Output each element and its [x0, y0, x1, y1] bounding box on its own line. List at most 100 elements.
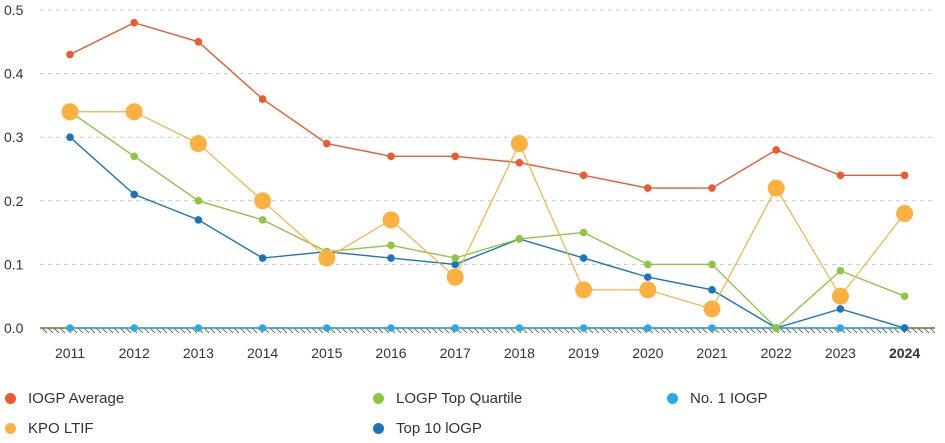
data-point	[896, 205, 914, 223]
y-tick-label: 0.3	[4, 129, 24, 145]
data-point	[387, 254, 395, 262]
x-tick-label: 2018	[504, 345, 535, 361]
y-tick-label: 0.5	[4, 2, 24, 18]
data-point	[387, 324, 395, 332]
x-tick-label: 2016	[375, 345, 406, 361]
data-point	[708, 184, 716, 192]
data-point	[387, 152, 395, 161]
x-tick-label: 2020	[632, 345, 663, 361]
data-point	[254, 192, 272, 210]
series-top-10-logp	[66, 133, 909, 332]
data-point	[515, 324, 524, 332]
data-point	[258, 216, 267, 224]
data-point	[708, 260, 716, 269]
data-point	[318, 249, 336, 267]
data-point	[258, 254, 267, 262]
data-point	[130, 190, 138, 199]
data-point	[323, 324, 331, 332]
data-point	[703, 300, 721, 318]
data-point	[323, 139, 331, 148]
data-point	[900, 292, 909, 301]
data-point	[189, 135, 207, 153]
data-point	[194, 216, 203, 224]
legend-item-kpo-ltif: KPO LTIF	[5, 420, 94, 437]
line-chart: 0.0 0.1 0.2 0.3 0.4 0.5 2011 2012 2013 2014 2015 2…	[4, 2, 936, 361]
y-axis: 0.0 0.1 0.2 0.3 0.4 0.5	[4, 2, 24, 336]
legend-label: Top 10 lOGP	[396, 420, 482, 437]
data-point	[772, 146, 780, 154]
data-point	[708, 286, 716, 294]
legend-item-top-10: Top 10 lOGP	[373, 420, 482, 437]
x-axis-baseline	[40, 327, 936, 334]
data-point	[515, 158, 524, 167]
data-point	[125, 103, 143, 121]
data-point	[451, 324, 460, 332]
data-point	[515, 235, 524, 243]
y-tick-label: 0.1	[4, 256, 24, 272]
x-tick-label: 2012	[119, 345, 150, 361]
data-point	[767, 179, 785, 197]
data-point	[708, 324, 716, 332]
data-point	[258, 324, 267, 332]
series-kpo-ltif	[61, 103, 914, 318]
series-logp-top-quartile	[66, 107, 909, 332]
x-tick-label: 2014	[247, 345, 278, 361]
legend: IOGP Average KPO LTIF LOGP Top Quartile …	[0, 380, 945, 440]
data-point	[639, 281, 657, 299]
x-axis: 2011 2012 2013 2014 2015 2016 2017 2018 2019 2020…	[55, 345, 920, 361]
data-point	[194, 324, 203, 332]
legend-swatch	[5, 423, 16, 434]
x-tick-label: 2024	[889, 345, 920, 361]
data-point	[451, 152, 460, 161]
legend-item-no1-iogp: No. 1 IOGP	[667, 390, 768, 407]
data-point	[644, 184, 652, 192]
data-point	[579, 171, 588, 180]
data-point	[579, 228, 588, 237]
data-point	[66, 50, 74, 59]
y-tick-label: 0.4	[4, 66, 24, 82]
data-point	[194, 197, 203, 205]
data-point	[194, 38, 203, 46]
series-line	[69, 111, 905, 329]
data-point	[575, 281, 593, 299]
data-point	[258, 95, 267, 103]
legend-swatch	[667, 393, 678, 404]
data-point	[900, 324, 909, 332]
data-point	[836, 171, 845, 180]
x-tick-label: 2019	[568, 345, 599, 361]
legend-swatch	[373, 423, 384, 434]
x-tick-label: 2021	[696, 345, 727, 361]
legend-item-top-quartile: LOGP Top Quartile	[373, 390, 522, 407]
y-tick-label: 0.0	[4, 320, 24, 336]
gridlines	[40, 9, 935, 265]
x-tick-label: 2015	[311, 345, 342, 361]
data-point	[772, 324, 780, 332]
data-point	[831, 287, 849, 305]
data-point	[61, 103, 79, 121]
data-point	[130, 152, 138, 161]
data-point	[451, 260, 460, 269]
baseline-hatch	[41, 327, 936, 334]
legend-label: LOGP Top Quartile	[396, 390, 523, 407]
x-tick-label: 2013	[183, 345, 214, 361]
data-point	[836, 324, 845, 332]
legend-label: IOGP Average	[28, 390, 125, 407]
data-point	[510, 135, 528, 153]
data-point	[579, 254, 588, 262]
legend-label: No. 1 IOGP	[690, 390, 768, 407]
series-line	[70, 111, 906, 310]
data-point	[130, 324, 138, 332]
data-point	[451, 254, 460, 262]
x-tick-label: 2011	[55, 345, 85, 361]
series-iogp-average	[66, 18, 909, 192]
series-line	[69, 136, 905, 329]
data-point	[387, 241, 395, 250]
legend-label: KPO LTIF	[28, 420, 94, 437]
y-tick-label: 0.2	[4, 193, 24, 209]
legend-item-iogp-average: IOGP Average	[5, 390, 124, 407]
x-tick-label: 2023	[825, 345, 856, 361]
data-point	[836, 266, 845, 275]
data-point	[66, 324, 74, 332]
data-point	[644, 260, 652, 269]
series-group	[61, 18, 914, 332]
